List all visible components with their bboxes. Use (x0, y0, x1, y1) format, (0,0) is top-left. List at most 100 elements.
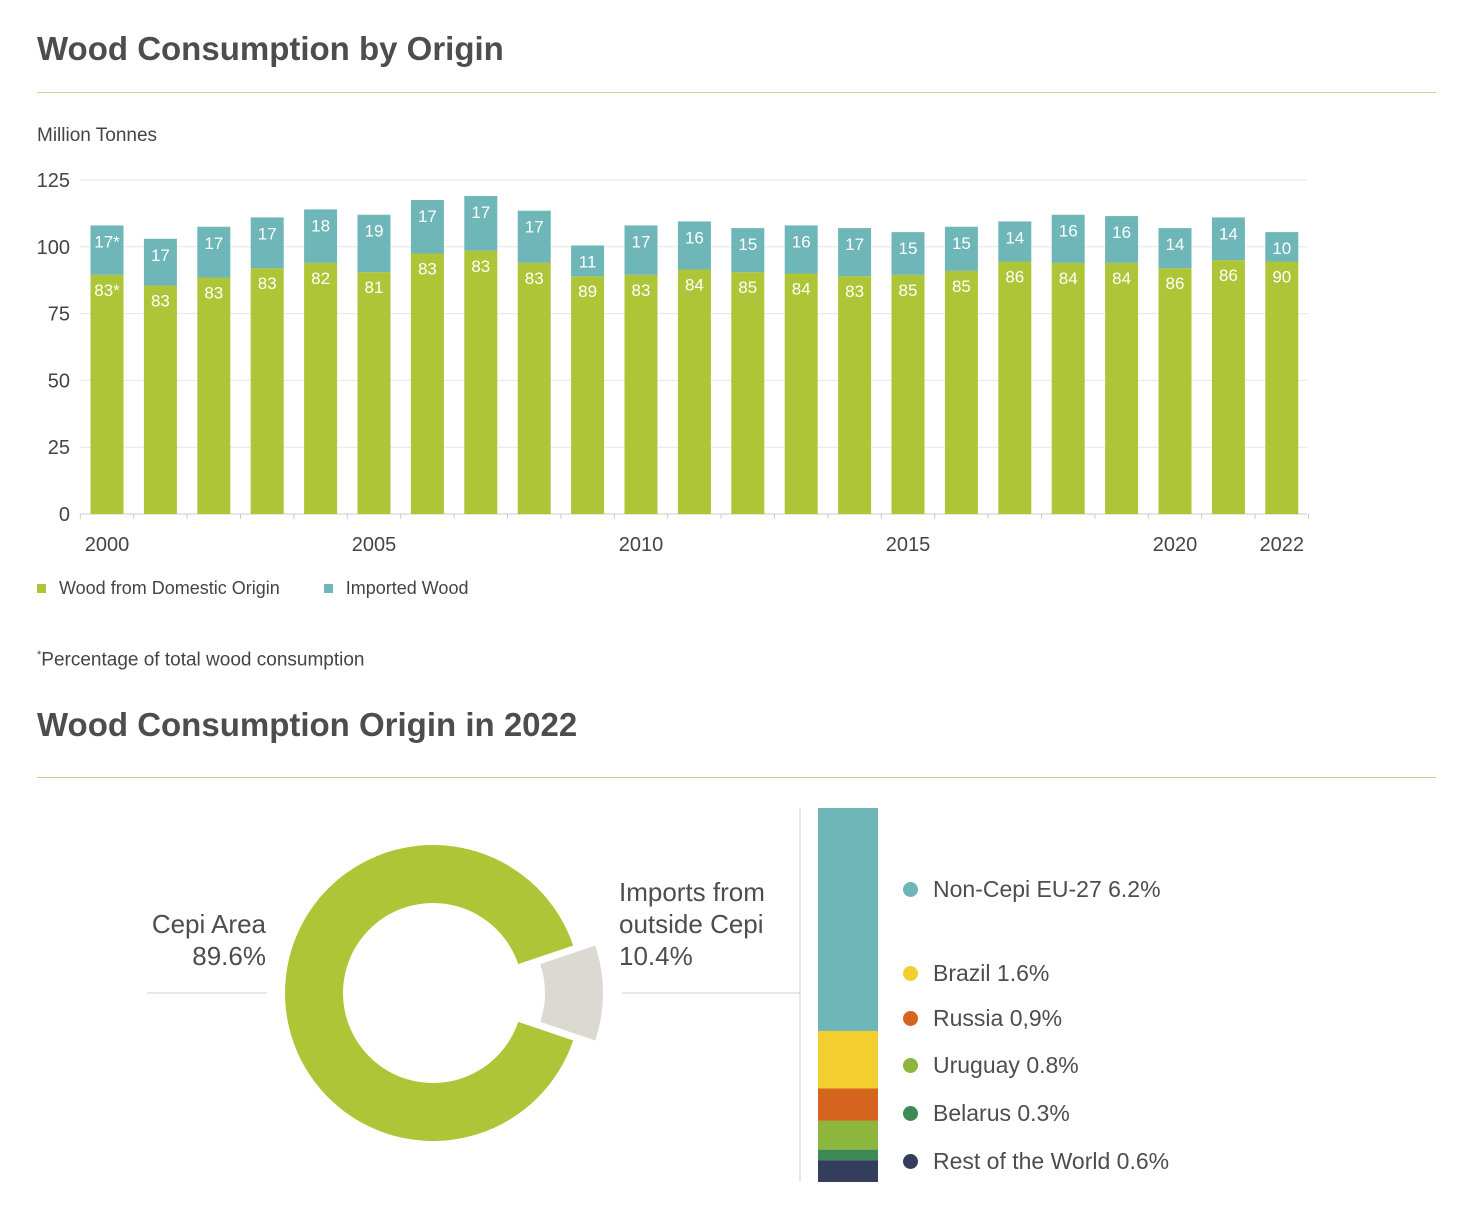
footnote-marker: * (37, 649, 42, 661)
x-tick-label: 2005 (352, 534, 397, 556)
bar-imported (304, 209, 338, 263)
breakdown-legend-label: Uruguay 0.8% (933, 1052, 1079, 1078)
bar-domestic (944, 270, 978, 514)
bar-imported-label: 16 (792, 232, 811, 251)
bar-domestic-label: 83 (258, 274, 277, 293)
bar-imported (731, 228, 765, 273)
bar-imported-label: 17 (471, 203, 490, 222)
y-tick-label: 25 (48, 437, 70, 459)
breakdown-legend-dot (903, 1011, 918, 1026)
bar-imported-label: 17 (258, 224, 277, 243)
breakdown-legend-label: Brazil 1.6% (933, 960, 1050, 986)
x-tick-label: 2010 (619, 534, 664, 556)
bar-domestic (677, 269, 711, 514)
bar-imported-label: 11 (579, 252, 597, 271)
cepi-area-label: Cepi Area 89.6% (152, 908, 266, 972)
y-axis-unit-label: Million Tonnes (37, 125, 158, 146)
breakdown-legend-item: Belarus 0.3% (903, 1100, 1070, 1127)
bar-domestic-label: 85 (899, 281, 918, 300)
donut-title-rule (37, 777, 1436, 778)
donut-chart-title: Wood Consumption Origin in 2022 (37, 706, 578, 743)
legend-item-domestic: Wood from Domestic Origin (37, 578, 280, 599)
bar-domestic (410, 253, 444, 514)
bar-domestic-label: 82 (311, 269, 330, 288)
bar-imported-label: 16 (1059, 222, 1078, 241)
breakdown-legend-dot (903, 1106, 918, 1121)
footnote-text: Percentage of total wood consumption (41, 649, 365, 671)
breakdown-segment (818, 1160, 878, 1182)
y-tick-label: 50 (48, 370, 70, 392)
bar-imported (1211, 217, 1245, 261)
donut-chart (147, 845, 800, 1141)
bar-imported (838, 228, 872, 277)
bar-imported (677, 221, 711, 270)
bar-domestic-label: 84 (792, 280, 811, 299)
y-tick-label: 125 (37, 170, 70, 192)
bar-imported-label: 16 (1112, 223, 1131, 242)
bar-imported-label: 17* (94, 232, 120, 251)
bar-imported-label: 17 (632, 232, 651, 251)
bar-domestic (731, 272, 765, 514)
bar-domestic-label: 83 (845, 282, 864, 301)
legend-swatch-imported (323, 584, 333, 593)
bar-domestic (90, 274, 124, 514)
bar-imported (464, 196, 498, 251)
imports-name: Imports from outside Cepi (619, 877, 765, 939)
bar-domestic-label: 84 (1059, 269, 1078, 288)
bar-imported (250, 217, 284, 269)
breakdown-legend-item: Russia 0,9% (903, 1005, 1062, 1032)
breakdown-legend-item: Uruguay 0.8% (903, 1052, 1079, 1079)
breakdown-legend-dot (903, 966, 918, 981)
bar-domestic-label: 89 (578, 282, 597, 301)
x-tick-label: 2022 (1260, 534, 1305, 556)
bar-domestic-label: 86 (1005, 267, 1024, 286)
bar-imported-label: 17 (845, 235, 864, 254)
x-tick-label: 2020 (1153, 534, 1198, 556)
breakdown-segment (818, 1088, 878, 1121)
bar-imported (1265, 232, 1299, 262)
bar-imported-label: 15 (738, 235, 757, 254)
bar-imported-label: 10 (1272, 239, 1291, 258)
breakdown-segment (818, 1030, 878, 1089)
bar-imported-label: 18 (311, 216, 330, 235)
bar-imported-label: 14 (1219, 224, 1238, 243)
bar-imported (624, 225, 658, 275)
breakdown-legend-label: Rest of the World 0.6% (933, 1148, 1170, 1174)
breakdown-segment (818, 808, 878, 1031)
breakdown-legend-label: Russia 0,9% (933, 1005, 1063, 1031)
bar-imported-label: 17 (525, 218, 544, 237)
bar-domestic (464, 250, 498, 515)
bar-domestic (1105, 262, 1139, 514)
bar-domestic-label: 85 (738, 278, 757, 297)
breakdown-legend-label: Non-Cepi EU-27 6.2% (933, 876, 1161, 902)
bar-domestic (624, 274, 658, 514)
legend-item-imported: Imported Wood (323, 578, 468, 599)
bar-imported-label: 15 (952, 234, 971, 253)
breakdown-legend-label: Belarus 0.3% (933, 1100, 1070, 1126)
bar-domestic (517, 262, 551, 514)
bar-imported (891, 232, 925, 275)
bar-domestic (571, 276, 605, 514)
bar-domestic-label: 83 (471, 257, 490, 276)
bar-imported-label: 14 (1005, 228, 1024, 247)
bar-imported (944, 226, 978, 271)
bar-domestic (998, 261, 1032, 514)
bar-domestic (1051, 262, 1085, 514)
bar-domestic-label: 83 (204, 284, 223, 303)
bar-domestic-label: 81 (365, 278, 384, 297)
bar-domestic-label: 86 (1166, 274, 1185, 293)
bar-domestic (784, 273, 818, 514)
breakdown-legend-item: Brazil 1.6% (903, 960, 1049, 987)
bar-domestic (304, 262, 338, 514)
bar-domestic (250, 268, 284, 514)
bar-domestic (143, 285, 177, 514)
bar-domestic (1211, 260, 1245, 514)
y-tick-label: 75 (48, 304, 70, 326)
bar-domestic-label: 83 (418, 259, 437, 278)
bar-domestic (1265, 261, 1299, 514)
bar-domestic (357, 272, 391, 514)
bar-imported (784, 225, 818, 274)
donut-slice-cepi (285, 845, 574, 1141)
bar-domestic-label: 90 (1272, 267, 1291, 286)
bar-domestic (197, 277, 231, 514)
